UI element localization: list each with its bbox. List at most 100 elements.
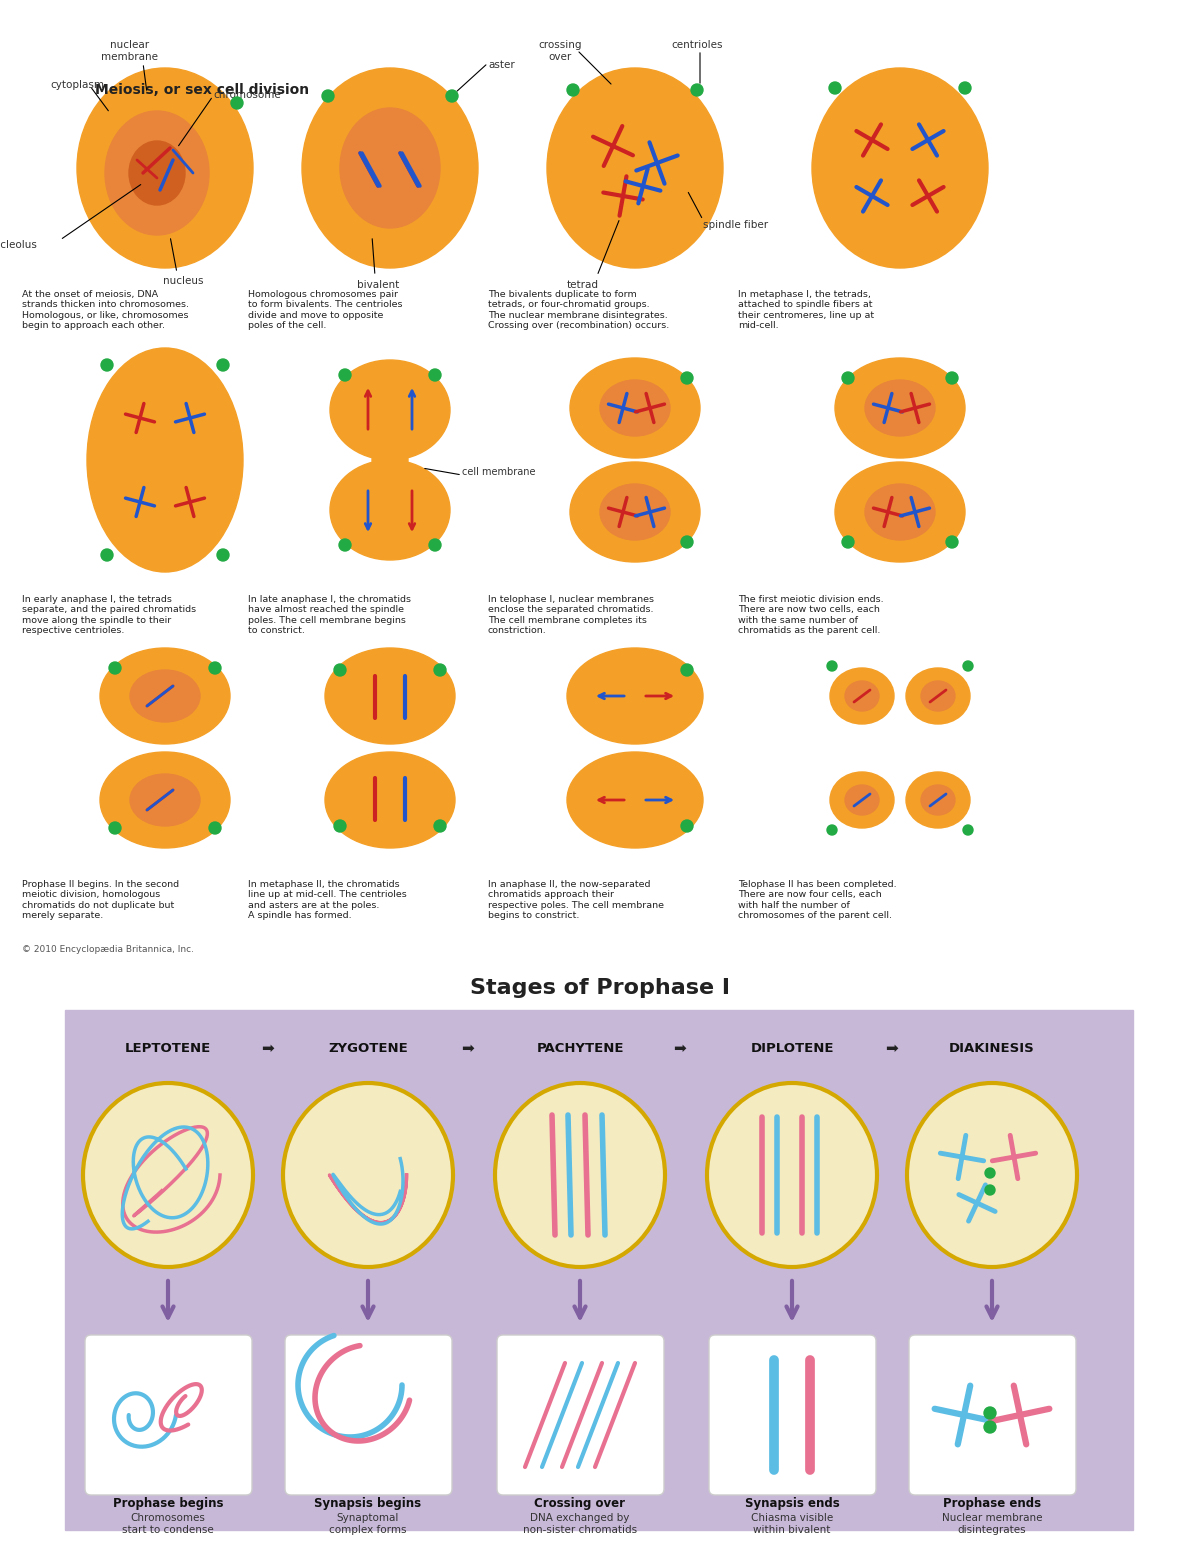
Text: LEPTOTENE: LEPTOTENE	[125, 1042, 211, 1054]
FancyBboxPatch shape	[709, 1336, 876, 1496]
Ellipse shape	[865, 485, 935, 540]
Ellipse shape	[835, 359, 965, 458]
Circle shape	[985, 1185, 995, 1194]
Text: Synapsis begins: Synapsis begins	[314, 1497, 421, 1510]
Text: Crossing over: Crossing over	[534, 1497, 625, 1510]
Circle shape	[446, 90, 458, 102]
Ellipse shape	[568, 648, 703, 744]
Ellipse shape	[922, 784, 955, 815]
Circle shape	[209, 662, 221, 674]
Text: ➡: ➡	[886, 1041, 899, 1056]
Text: cell membrane: cell membrane	[462, 467, 535, 477]
FancyBboxPatch shape	[497, 1336, 664, 1496]
Text: chromosome: chromosome	[214, 90, 281, 99]
Circle shape	[209, 822, 221, 834]
Ellipse shape	[865, 380, 935, 436]
Ellipse shape	[130, 141, 185, 205]
Text: nucleolus: nucleolus	[0, 241, 37, 250]
Circle shape	[434, 820, 446, 832]
Ellipse shape	[496, 1082, 665, 1267]
Ellipse shape	[283, 1082, 454, 1267]
Circle shape	[984, 1407, 996, 1419]
Circle shape	[682, 373, 694, 384]
Circle shape	[959, 82, 971, 95]
Text: In metaphase II, the chromatids
line up at mid-cell. The centrioles
and asters a: In metaphase II, the chromatids line up …	[248, 881, 407, 921]
FancyBboxPatch shape	[85, 1336, 252, 1496]
Text: ZYGOTENE: ZYGOTENE	[328, 1042, 408, 1054]
Text: Chiasma visible
within bivalent: Chiasma visible within bivalent	[751, 1513, 833, 1534]
Text: bivalent: bivalent	[356, 280, 400, 290]
Circle shape	[217, 550, 229, 561]
Ellipse shape	[100, 648, 230, 744]
Text: aster: aster	[488, 61, 515, 70]
Circle shape	[568, 84, 580, 96]
Ellipse shape	[830, 772, 894, 828]
Ellipse shape	[77, 68, 253, 269]
Ellipse shape	[340, 109, 440, 228]
Ellipse shape	[570, 461, 700, 562]
Circle shape	[217, 359, 229, 371]
Text: Telophase II has been completed.
There are now four cells, each
with half the nu: Telophase II has been completed. There a…	[738, 881, 896, 921]
Circle shape	[682, 665, 694, 676]
Ellipse shape	[835, 461, 965, 562]
Ellipse shape	[88, 348, 242, 572]
Ellipse shape	[330, 360, 450, 460]
Circle shape	[230, 96, 242, 109]
Text: At the onset of meiosis, DNA
strands thicken into chromosomes.
Homologous, or li: At the onset of meiosis, DNA strands thi…	[22, 290, 190, 331]
Circle shape	[946, 536, 958, 548]
Text: In metaphase I, the tetrads,
attached to spindle fibers at
their centromeres, li: In metaphase I, the tetrads, attached to…	[738, 290, 874, 331]
Ellipse shape	[600, 485, 670, 540]
Circle shape	[827, 662, 838, 671]
Ellipse shape	[830, 668, 894, 724]
Ellipse shape	[325, 648, 455, 744]
Text: PACHYTENE: PACHYTENE	[536, 1042, 624, 1054]
Ellipse shape	[302, 68, 478, 269]
Text: DIPLOTENE: DIPLOTENE	[750, 1042, 834, 1054]
Circle shape	[340, 370, 352, 380]
Text: Synapsis ends: Synapsis ends	[745, 1497, 839, 1510]
Circle shape	[964, 662, 973, 671]
Ellipse shape	[907, 1082, 1078, 1267]
Circle shape	[682, 536, 694, 548]
Circle shape	[827, 825, 838, 836]
Circle shape	[691, 84, 703, 96]
Ellipse shape	[570, 359, 700, 458]
Ellipse shape	[845, 784, 878, 815]
Text: nuclear
membrane: nuclear membrane	[102, 40, 158, 62]
Text: Stages of Prophase I: Stages of Prophase I	[470, 978, 730, 999]
Text: ➡: ➡	[673, 1041, 686, 1056]
Text: The bivalents duplicate to form
tetrads, or four-chromatid groups.
The nuclear m: The bivalents duplicate to form tetrads,…	[488, 290, 670, 331]
Ellipse shape	[325, 752, 455, 848]
Circle shape	[984, 1421, 996, 1433]
Circle shape	[322, 90, 334, 102]
Circle shape	[109, 662, 121, 674]
Circle shape	[434, 665, 446, 676]
FancyBboxPatch shape	[910, 1336, 1076, 1496]
Text: Prophase II begins. In the second
meiotic division, homologous
chromatids do not: Prophase II begins. In the second meioti…	[22, 881, 179, 921]
Text: Homologous chromosomes pair
to form bivalents. The centrioles
divide and move to: Homologous chromosomes pair to form biva…	[248, 290, 402, 331]
Text: Chromosomes
start to condense: Chromosomes start to condense	[122, 1513, 214, 1534]
Text: nucleus: nucleus	[163, 276, 203, 286]
Ellipse shape	[600, 380, 670, 436]
Text: Prophase begins: Prophase begins	[113, 1497, 223, 1510]
Text: Nuclear membrane
disintegrates: Nuclear membrane disintegrates	[942, 1513, 1043, 1534]
Text: ➡: ➡	[462, 1041, 474, 1056]
Circle shape	[340, 539, 352, 551]
Text: In anaphase II, the now-separated
chromatids approach their
respective poles. Th: In anaphase II, the now-separated chroma…	[488, 881, 664, 921]
Ellipse shape	[845, 682, 878, 711]
Text: In late anaphase I, the chromatids
have almost reached the spindle
poles. The ce: In late anaphase I, the chromatids have …	[248, 595, 410, 635]
Ellipse shape	[906, 668, 970, 724]
Ellipse shape	[922, 682, 955, 711]
Ellipse shape	[906, 772, 970, 828]
FancyBboxPatch shape	[65, 1009, 1133, 1530]
Circle shape	[101, 550, 113, 561]
Ellipse shape	[100, 752, 230, 848]
Text: cytoplasm: cytoplasm	[50, 81, 104, 90]
Ellipse shape	[372, 446, 408, 475]
Circle shape	[334, 665, 346, 676]
Text: DIAKINESIS: DIAKINESIS	[949, 1042, 1034, 1054]
Text: centrioles: centrioles	[671, 40, 722, 50]
Text: Meiosis, or sex cell division: Meiosis, or sex cell division	[95, 82, 310, 96]
Circle shape	[829, 82, 841, 95]
FancyBboxPatch shape	[286, 1336, 452, 1496]
